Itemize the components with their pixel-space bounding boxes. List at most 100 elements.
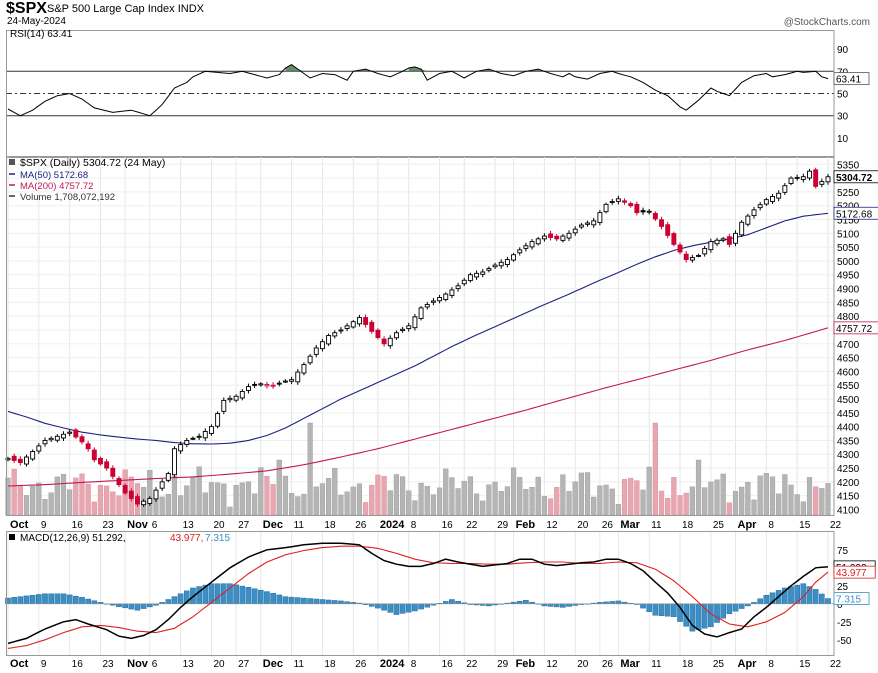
price-x-tick-label: 9 xyxy=(41,520,47,531)
rsi-overbought-fill xyxy=(285,64,545,72)
candle-body xyxy=(227,397,233,401)
candle-body xyxy=(437,297,443,302)
candle-body xyxy=(788,177,794,184)
macd-x-tick-label: 18 xyxy=(682,659,694,670)
volume-bar xyxy=(757,475,763,516)
macd-histogram-bar xyxy=(738,603,745,609)
volume-bar xyxy=(473,493,480,516)
macd-histogram-bar xyxy=(177,593,184,604)
volume-bar xyxy=(196,466,202,516)
macd-x-tick-label: 22 xyxy=(466,659,478,670)
volume-bar xyxy=(91,501,97,516)
candle-body xyxy=(726,236,732,245)
volume-bar xyxy=(480,500,486,516)
volume-bar xyxy=(523,489,529,516)
macd-x-tick-label: 23 xyxy=(102,659,114,670)
price-x-tick-label: 25 xyxy=(713,520,725,531)
candle-body xyxy=(233,395,239,401)
macd-histogram-bar xyxy=(276,594,283,604)
candle-body xyxy=(375,329,381,339)
candle-body xyxy=(443,293,449,301)
volume-bar xyxy=(547,498,554,516)
macd-histogram-bar xyxy=(455,600,461,604)
candle-body xyxy=(73,429,79,438)
volume-bar xyxy=(708,481,714,516)
macd-x-tick-label: Oct xyxy=(10,658,29,670)
macd-histogram-bar xyxy=(757,598,763,605)
volume-bar xyxy=(282,475,289,516)
candle-body xyxy=(634,203,640,214)
macd-x-tick-label: 16 xyxy=(72,659,84,670)
macd-histogram-bar xyxy=(788,586,794,605)
candle-body xyxy=(289,379,295,382)
macd-histogram-bar xyxy=(313,598,320,604)
macd-histogram-bar xyxy=(449,599,455,604)
candle-body xyxy=(387,337,393,347)
macd-histogram-bar xyxy=(560,603,566,608)
price-ytick-label: 4900 xyxy=(837,285,860,296)
volume-bar xyxy=(769,476,776,516)
candle-body xyxy=(449,289,455,296)
price-x-tick-label: 16 xyxy=(442,520,454,531)
macd-value-tag: 7.315 xyxy=(836,595,861,606)
candle-body xyxy=(628,203,634,207)
candle-body xyxy=(363,317,369,325)
candle-body xyxy=(807,170,812,179)
candle-body xyxy=(677,244,683,253)
macd-histogram-bar xyxy=(763,594,770,604)
candle-body xyxy=(178,444,184,452)
volume-bar xyxy=(67,489,73,516)
macd-histogram-bar xyxy=(79,597,85,605)
volume-bar xyxy=(436,487,443,516)
volume-bar xyxy=(147,470,153,516)
volume-bar xyxy=(634,480,640,516)
volume-bar xyxy=(788,484,794,516)
volume-bar xyxy=(73,477,79,516)
candle-body xyxy=(11,455,17,461)
volume-bar xyxy=(60,474,67,516)
macd-value-tag-box xyxy=(833,592,870,605)
macd-histogram-bar xyxy=(319,599,326,604)
macd-histogram-bar xyxy=(233,584,239,605)
macd-histogram-bar xyxy=(91,600,98,604)
candle-body xyxy=(165,473,171,481)
price-ytick-label: 4400 xyxy=(837,423,860,434)
candle-body xyxy=(714,239,720,245)
macd-ytick-label: 25 xyxy=(837,582,849,593)
volume-bar xyxy=(529,486,535,516)
volume-bar xyxy=(714,479,720,516)
candle-body xyxy=(239,390,245,399)
volume-bar xyxy=(695,459,702,516)
macd-ytick-label: -25 xyxy=(837,618,852,629)
macd-x-tick-label: 8 xyxy=(768,659,774,670)
macd-x-tick-label: 25 xyxy=(713,659,725,670)
macd-histogram-bar xyxy=(652,603,659,616)
candle-body xyxy=(591,220,597,226)
candle-body xyxy=(800,176,806,180)
ma50-line xyxy=(7,212,829,445)
exchange-label: INDX xyxy=(177,3,204,15)
macd-histogram-bar xyxy=(307,598,313,605)
candle-body xyxy=(622,200,627,203)
price-ytick-label: 4100 xyxy=(837,505,860,516)
macd-histogram-bar xyxy=(615,600,622,604)
macd-histogram-bar xyxy=(29,594,36,604)
volume-bar xyxy=(208,482,215,516)
macd-histogram-bar xyxy=(270,593,276,604)
price-value-tag: 5304.72 xyxy=(836,173,873,184)
macd-histogram-bar xyxy=(147,603,153,608)
candle-body xyxy=(369,321,375,332)
price-x-tick-label: Mar xyxy=(620,519,640,531)
price-ytick-label: 4950 xyxy=(837,271,860,282)
volume-bar xyxy=(165,493,171,516)
rsi-ytick-label: 50 xyxy=(837,90,849,101)
macd-histogram-bar xyxy=(412,603,418,612)
macd-line xyxy=(7,542,829,645)
candle-body xyxy=(671,233,677,245)
candle-body xyxy=(301,364,307,374)
candle-body xyxy=(517,249,523,254)
macd-histogram-bar xyxy=(301,597,307,604)
volume-bar xyxy=(239,482,245,516)
price-value-tag-box xyxy=(833,206,878,220)
